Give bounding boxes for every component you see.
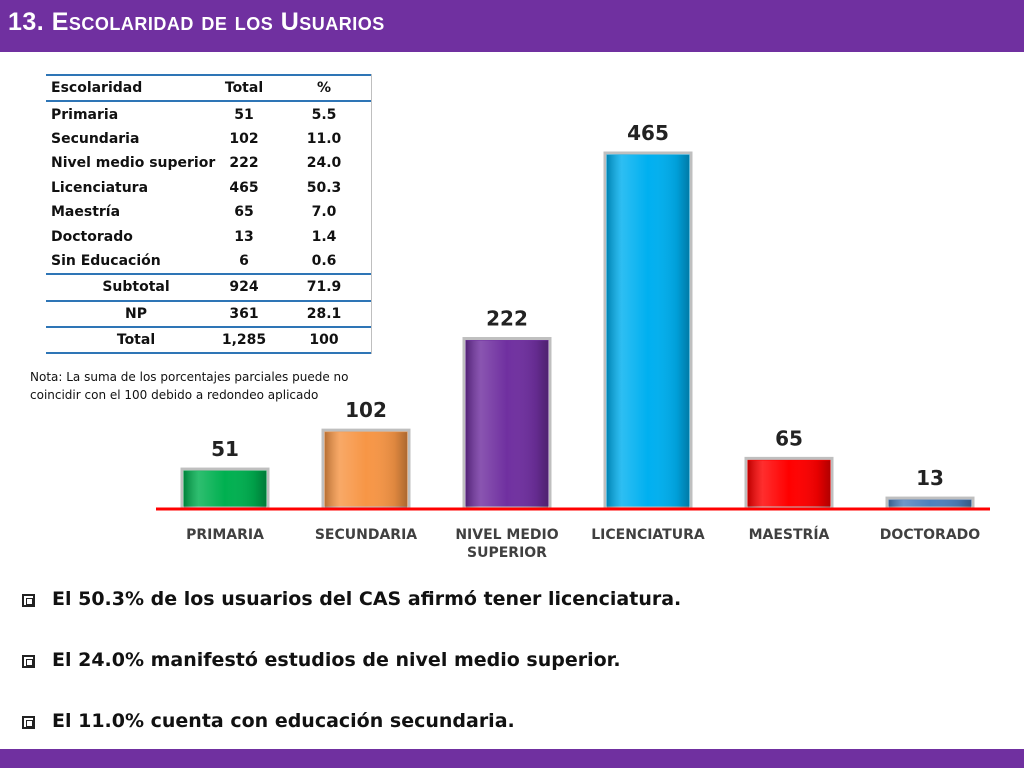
bar-value-label: 222 xyxy=(486,307,528,331)
table-cell-pct: 28.1 xyxy=(306,305,342,322)
table-cell-pct: 1.4 xyxy=(311,228,337,245)
table-header-total: Total xyxy=(224,80,264,97)
table-cell-total: 1,285 xyxy=(221,332,267,349)
table-cell-total: 65 xyxy=(234,204,254,221)
table-cell-pct: 24.0 xyxy=(306,155,342,172)
bar-value-label: 465 xyxy=(627,121,669,145)
bar-group: 51 PRIMARIA xyxy=(180,437,270,543)
bar-shine xyxy=(325,432,407,508)
checkbox-bullet-icon xyxy=(22,655,35,668)
table-row: Licenciatura 465 50.3 xyxy=(46,176,372,200)
table-cell-pct: 71.9 xyxy=(306,279,342,296)
x-tick-label-line: SECUNDARIA xyxy=(315,527,417,543)
table-cell-name: Subtotal xyxy=(102,279,170,296)
table-cell-pct: 50.3 xyxy=(306,179,342,196)
bar-group: 465 LICENCIATURA xyxy=(591,121,705,543)
bar-shine xyxy=(607,155,689,508)
bullet-text: El 11.0% cuenta con educación secundaria… xyxy=(52,710,515,732)
bar-value-label: 13 xyxy=(916,466,944,490)
x-tick-label-line: SUPERIOR xyxy=(467,545,547,561)
checkbox-bullet-icon xyxy=(22,594,35,607)
bar-group: 102 SECUNDARIA xyxy=(315,398,417,543)
x-tick-label: NIVEL MEDIO SUPERIOR xyxy=(455,527,558,561)
bar-chart: 51 PRIMARIA 102 SECUNDARIA 222 NIVEL MEDIO SUP… xyxy=(156,121,990,561)
bar-shine xyxy=(748,460,830,508)
note-line-2: coincidir con el 100 debido a redondeo a… xyxy=(30,388,319,402)
table-summary-row: Total 1,285 100 xyxy=(46,325,372,355)
x-tick-label-line: PRIMARIA xyxy=(186,527,264,543)
footer-bar xyxy=(0,749,1024,768)
x-tick-label: PRIMARIA xyxy=(186,527,264,543)
table-cell-pct: 100 xyxy=(309,332,339,349)
table-cell-name: Doctorado xyxy=(51,228,133,245)
bar-group: 13 DOCTORADO xyxy=(880,466,980,543)
table-cell-total: 102 xyxy=(229,130,259,147)
table-row: Nivel medio superior 222 24.0 xyxy=(46,151,372,175)
table-row: Sin Educación 6 0.6 xyxy=(46,249,372,273)
bar-value-label: 102 xyxy=(345,398,387,422)
header-bar: 13. Escolaridad de los Usuarios xyxy=(0,0,1024,52)
table-row: Secundaria 102 11.0 xyxy=(46,127,372,151)
x-tick-label: LICENCIATURA xyxy=(591,527,705,543)
table-cell-pct: 0.6 xyxy=(311,252,337,269)
table-cell-name: Maestría xyxy=(51,204,121,221)
table-note: Nota: La suma de los porcentajes parcial… xyxy=(30,368,349,404)
table-right-border xyxy=(371,74,372,354)
table-header-escolaridad: Escolaridad xyxy=(51,80,143,97)
education-table: Escolaridad Total % Primaria 51 5.5 Secu… xyxy=(46,74,372,355)
table-cell-pct: 11.0 xyxy=(306,130,342,147)
bar-shine xyxy=(466,340,548,508)
note-line-1: Nota: La suma de los porcentajes parcial… xyxy=(30,370,349,384)
table-header-row: Escolaridad Total % xyxy=(46,74,372,103)
bar-shine xyxy=(889,500,971,508)
table-summary-row: NP 361 28.1 xyxy=(46,299,372,326)
table-cell-total: 6 xyxy=(239,252,249,269)
table-header-percent: % xyxy=(316,80,332,97)
table-cell-name: Secundaria xyxy=(51,130,140,147)
bar-group: 222 NIVEL MEDIO SUPERIOR xyxy=(455,307,558,561)
table-cell-total: 361 xyxy=(229,305,259,322)
x-tick-label-line: LICENCIATURA xyxy=(591,527,705,543)
x-tick-label-line: MAESTRÍA xyxy=(749,526,830,543)
bar-shine xyxy=(184,471,266,508)
table-row: Doctorado 13 1.4 xyxy=(46,224,372,248)
table-cell-name: Nivel medio superior xyxy=(51,155,216,172)
x-tick-label: SECUNDARIA xyxy=(315,527,417,543)
table-cell-total: 924 xyxy=(229,279,259,296)
page-title: 13. Escolaridad de los Usuarios xyxy=(8,8,385,36)
table-cell-name: NP xyxy=(125,305,147,322)
x-tick-label: MAESTRÍA xyxy=(749,526,830,543)
bullet-text: El 24.0% manifestó estudios de nivel med… xyxy=(52,649,621,671)
table-cell-name: Total xyxy=(116,332,156,349)
table-summary-row: Subtotal 924 71.9 xyxy=(46,273,372,299)
table-row: Maestría 65 7.0 xyxy=(46,200,372,224)
table-cell-total: 222 xyxy=(229,155,259,172)
table-cell-pct: 7.0 xyxy=(311,204,337,221)
table-cell-total: 13 xyxy=(234,228,254,245)
table-cell-name: Sin Educación xyxy=(51,252,161,269)
table-cell-name: Primaria xyxy=(51,106,119,123)
table-cell-total: 51 xyxy=(234,106,254,123)
table-row: Primaria 51 5.5 xyxy=(46,102,372,126)
table-cell-name: Licenciatura xyxy=(51,179,149,196)
bullet-text: El 50.3% de los usuarios del CAS afirmó … xyxy=(52,588,682,610)
bar-group: 65 MAESTRÍA xyxy=(744,426,834,543)
table-cell-pct: 5.5 xyxy=(311,106,337,123)
x-tick-label-line: NIVEL MEDIO xyxy=(455,527,558,543)
bar-value-label: 65 xyxy=(775,426,803,450)
bar-value-label: 51 xyxy=(211,437,239,461)
checkbox-bullet-icon xyxy=(22,716,35,729)
table-cell-total: 465 xyxy=(229,179,259,196)
x-tick-label-line: DOCTORADO xyxy=(880,527,980,543)
x-tick-label: DOCTORADO xyxy=(880,527,980,543)
